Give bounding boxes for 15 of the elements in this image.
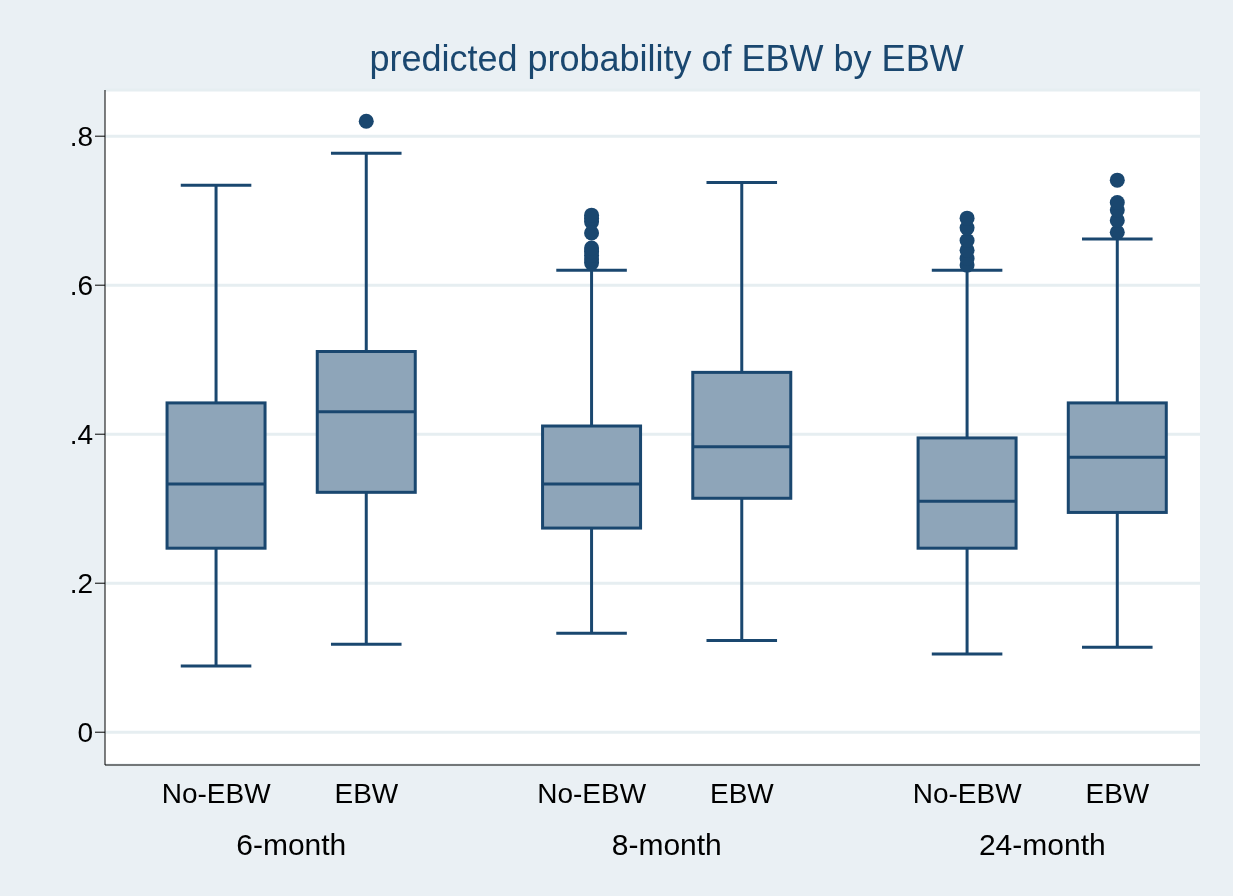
- y-tick-label: 0: [77, 717, 93, 749]
- y-tick-label: .4: [69, 419, 93, 451]
- x-tick-label: EBW: [1085, 778, 1150, 809]
- text: 24-month: [978, 828, 1106, 861]
- chart-title: predicted probability of EBW by EBW: [368, 38, 965, 80]
- x-tick-label: EBW: [709, 778, 775, 809]
- y-tick-label: .8: [69, 121, 93, 153]
- y-tick-label: .2: [69, 568, 93, 600]
- text: 8-month: [611, 828, 722, 861]
- x-tick-label: No-EBW: [161, 778, 272, 809]
- x-tick-label: No-EBW: [537, 778, 647, 809]
- x-tick-label: EBW: [334, 778, 399, 809]
- text: 6-month: [236, 828, 347, 861]
- x-tick-label: No-EBW: [912, 778, 1023, 809]
- y-tick-label: .6: [69, 270, 93, 302]
